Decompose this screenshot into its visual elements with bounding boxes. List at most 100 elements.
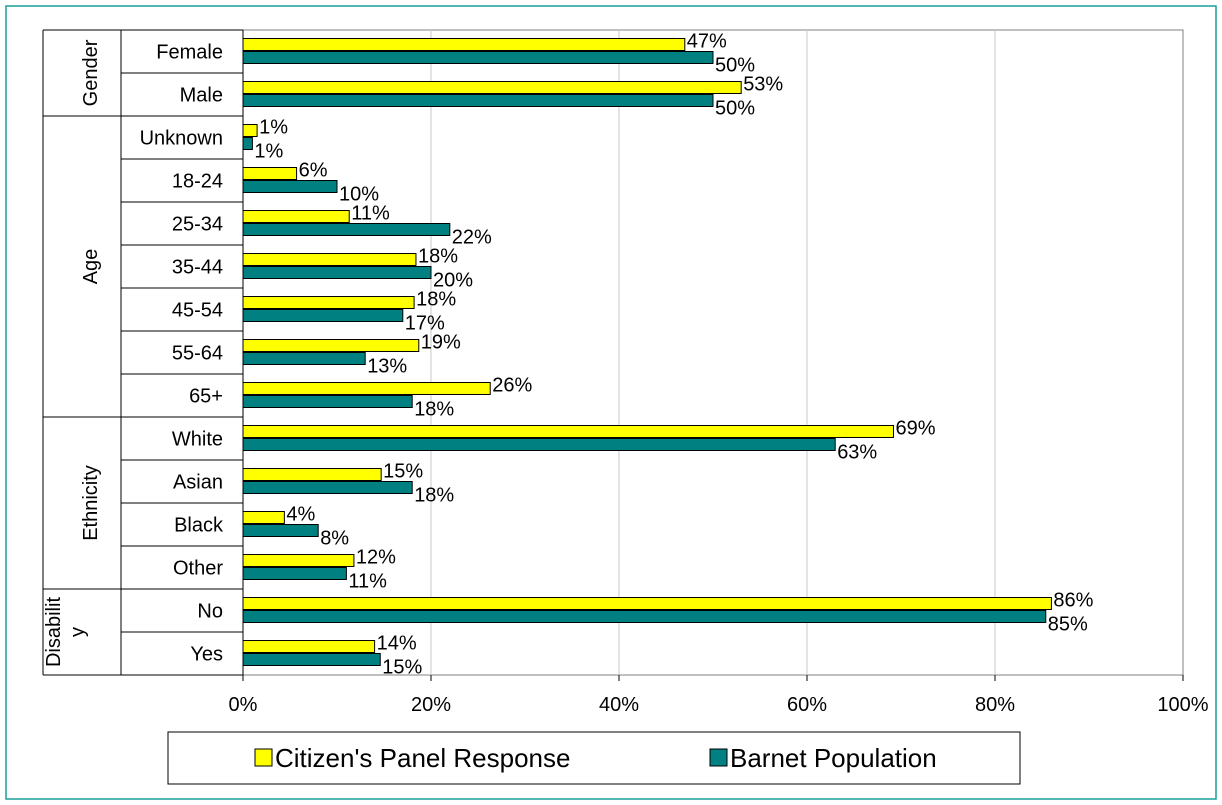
data-label: 19%	[421, 332, 461, 354]
bar-citizens-panel	[242, 210, 350, 223]
bar-citizens-panel	[242, 554, 355, 567]
legend: Citizen's Panel Response Barnet Populatio…	[167, 731, 1021, 785]
data-label: 18%	[414, 399, 454, 421]
category-label: 45-54	[172, 300, 223, 322]
category-label: 25-34	[172, 214, 223, 236]
bar-citizens-panel	[242, 511, 285, 524]
data-label: 1%	[259, 117, 288, 139]
group-label: Ethnicity	[80, 465, 102, 541]
category-label: 55-64	[172, 343, 223, 365]
data-label: 18%	[418, 246, 458, 268]
x-tick-label: 100%	[1157, 694, 1208, 716]
legend-box	[167, 731, 1021, 785]
legend-label: Barnet Population	[730, 743, 937, 773]
legend-label: Citizen's Panel Response	[275, 743, 570, 773]
bar-citizens-panel	[242, 296, 415, 309]
x-tick-label: 0%	[229, 694, 258, 716]
category-label: Asian	[173, 472, 223, 494]
bar-citizens-panel	[242, 640, 376, 653]
data-label: 18%	[414, 485, 454, 507]
x-tick-label: 40%	[599, 694, 639, 716]
data-label: 22%	[452, 227, 492, 249]
data-label: 15%	[383, 461, 423, 483]
bar-citizens-panel	[242, 38, 686, 51]
bar-citizens-panel	[242, 425, 894, 438]
bar-barnet-population	[242, 567, 347, 580]
bar-citizens-panel	[242, 81, 742, 94]
category-label: White	[172, 429, 223, 451]
bar-barnet-population	[242, 610, 1047, 623]
data-label: 18%	[416, 289, 456, 311]
data-label: 50%	[715, 98, 755, 120]
bar-citizens-panel	[242, 382, 491, 395]
legend-swatch-citizens-panel	[254, 748, 273, 767]
bar-barnet-population	[242, 309, 404, 322]
bar-barnet-population	[242, 481, 413, 494]
category-label: Male	[180, 85, 223, 107]
group-label-line: Disabilit	[43, 597, 65, 667]
bar-citizens-panel	[242, 597, 1052, 610]
legend-swatch-barnet-population	[709, 748, 728, 767]
bar-barnet-population	[242, 352, 366, 365]
data-label: 69%	[895, 418, 935, 440]
bar-citizens-panel	[242, 339, 420, 352]
data-label: 6%	[299, 160, 328, 182]
data-label: 8%	[320, 528, 349, 550]
group-label: Age	[80, 249, 102, 285]
data-label: 86%	[1053, 590, 1093, 612]
data-label: 13%	[367, 356, 407, 378]
group-label: Disabilit y	[43, 597, 89, 667]
group-label-line: y	[67, 627, 89, 637]
category-label: Black	[174, 515, 224, 537]
bar-barnet-population	[242, 438, 836, 451]
category-label: Yes	[190, 644, 223, 666]
group-label-line: Age	[80, 249, 102, 285]
data-label: 17%	[405, 313, 445, 335]
bar-barnet-population	[242, 653, 381, 666]
data-label: 85%	[1048, 614, 1088, 636]
bar-citizens-panel	[242, 253, 417, 266]
x-tick-label: 80%	[975, 694, 1015, 716]
group-label-line: Gender	[80, 39, 102, 106]
category-label: 35-44	[172, 257, 223, 279]
y-axis: Female Male Unknown 18-24 25-34 35-44 45-54 55-…	[42, 29, 244, 676]
data-label: 10%	[339, 184, 379, 206]
group-label-line: Ethnicity	[80, 465, 102, 541]
bar-citizens-panel	[242, 124, 258, 137]
data-label: 26%	[492, 375, 532, 397]
data-label: 11%	[348, 571, 387, 593]
value-labels: 47% 53% 1% 6% 11% 18% 18% 19% 26% 69% 15% 4% 12% 86% 1…	[254, 31, 1093, 679]
bar-citizens-panel	[242, 167, 298, 180]
bar-barnet-population	[242, 51, 714, 64]
bar-barnet-population	[242, 524, 319, 537]
bar-barnet-population	[242, 395, 413, 408]
bar-barnet-population	[242, 180, 338, 193]
data-label: 50%	[715, 55, 755, 77]
data-label: 14%	[377, 633, 417, 655]
bar-barnet-population	[242, 94, 714, 107]
data-label: 53%	[743, 74, 783, 96]
x-axis: 0% 20% 40% 60% 80% 100%	[229, 675, 1209, 716]
data-label: 63%	[837, 442, 877, 464]
group-label: Gender	[80, 39, 102, 106]
data-label: 47%	[687, 31, 727, 53]
bar-barnet-population	[242, 266, 432, 279]
data-label: 1%	[254, 141, 283, 163]
category-label: Female	[156, 42, 223, 64]
category-label: Other	[173, 558, 223, 580]
plot-area	[242, 29, 1184, 676]
category-label: Unknown	[140, 128, 223, 150]
category-label: 65+	[189, 386, 223, 408]
x-tick-label: 60%	[787, 694, 827, 716]
bar-citizens-panel	[242, 468, 382, 481]
data-label: 20%	[433, 270, 473, 292]
data-label: 11%	[351, 203, 390, 225]
category-label: No	[197, 601, 223, 623]
data-label: 15%	[382, 657, 422, 679]
bar-barnet-population	[242, 137, 253, 150]
gridlines	[430, 30, 996, 675]
data-label: 4%	[286, 504, 315, 526]
bar-barnet-population	[242, 223, 451, 236]
data-label: 12%	[356, 547, 396, 569]
